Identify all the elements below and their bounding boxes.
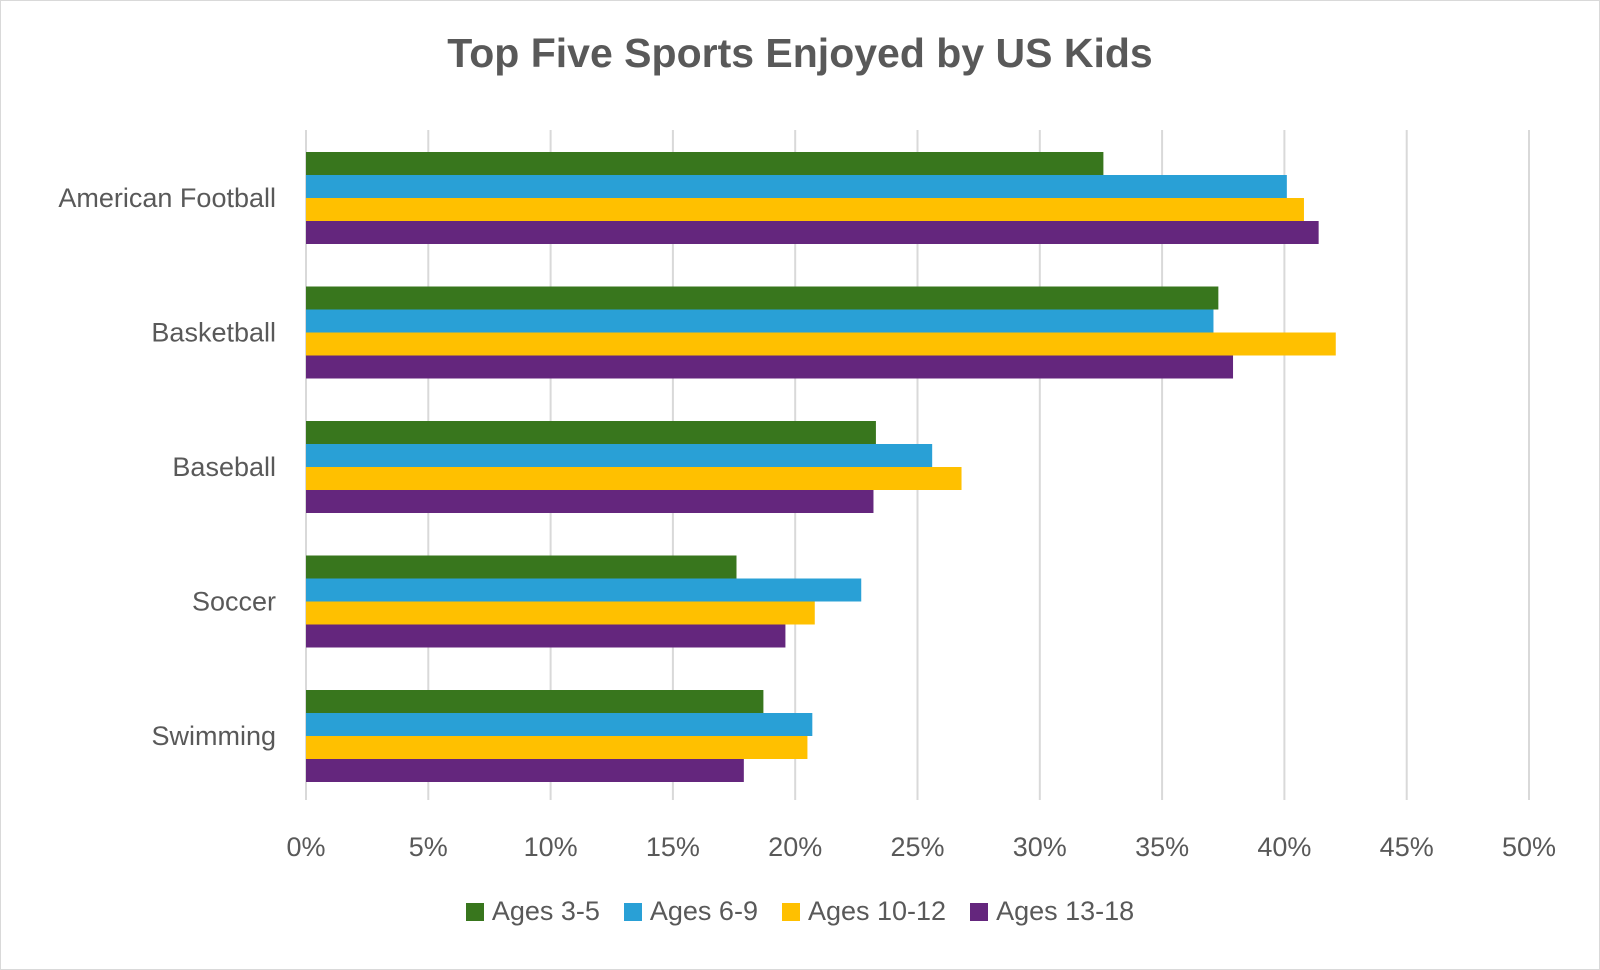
bar bbox=[306, 578, 862, 602]
bar bbox=[306, 221, 1319, 244]
legend-swatch bbox=[970, 902, 989, 921]
bar bbox=[306, 175, 1287, 198]
bar bbox=[306, 555, 737, 579]
bar bbox=[306, 690, 764, 713]
legend-item: Ages 6-9 bbox=[623, 896, 758, 927]
bar bbox=[306, 152, 1104, 175]
bar bbox=[306, 421, 876, 444]
bar bbox=[306, 309, 1214, 333]
chart-title: Top Five Sports Enjoyed by US Kids bbox=[447, 30, 1153, 76]
legend-item: Ages 3-5 bbox=[465, 896, 600, 927]
x-tick-label: 20% bbox=[768, 832, 822, 862]
bar bbox=[306, 490, 874, 513]
x-tick-label: 10% bbox=[524, 832, 578, 862]
x-tick-label: 35% bbox=[1135, 832, 1189, 862]
bar bbox=[306, 467, 962, 490]
category-label: Soccer bbox=[192, 587, 276, 617]
bar bbox=[306, 624, 786, 648]
bar bbox=[306, 601, 815, 625]
x-tick-label: 45% bbox=[1380, 832, 1434, 862]
x-tick-label: 15% bbox=[646, 832, 700, 862]
x-tick-label: 40% bbox=[1257, 832, 1311, 862]
x-tick-label: 25% bbox=[890, 832, 944, 862]
legend-swatch bbox=[623, 902, 642, 921]
bar bbox=[306, 198, 1304, 221]
legend-label: Ages 6-9 bbox=[649, 896, 758, 926]
bar bbox=[306, 355, 1234, 379]
bar bbox=[306, 713, 813, 736]
legend-label: Ages 3-5 bbox=[491, 896, 600, 926]
x-tick-label: 30% bbox=[1013, 832, 1067, 862]
legend-label: Ages 13-18 bbox=[996, 896, 1135, 926]
category-label: Basketball bbox=[151, 318, 276, 348]
x-tick-label: 50% bbox=[1502, 832, 1556, 862]
category-label: American Football bbox=[58, 183, 276, 213]
legend-label: Ages 10-12 bbox=[807, 896, 947, 926]
legend-item: Ages 13-18 bbox=[970, 896, 1134, 927]
bar bbox=[306, 759, 744, 782]
bar bbox=[306, 332, 1336, 356]
chart-legend: Ages 3-5 Ages 6-9 Ages 10-12 Ages 13-18 bbox=[0, 896, 1600, 927]
x-tick-label: 5% bbox=[409, 832, 448, 862]
legend-item: Ages 10-12 bbox=[781, 896, 947, 927]
legend-swatch bbox=[781, 902, 800, 921]
category-label: Baseball bbox=[172, 452, 276, 482]
legend-swatch bbox=[465, 902, 484, 921]
x-tick-label: 0% bbox=[286, 832, 325, 862]
bar bbox=[306, 736, 808, 759]
category-label: Swimming bbox=[151, 721, 276, 751]
bar bbox=[306, 444, 933, 467]
bar bbox=[306, 286, 1219, 310]
